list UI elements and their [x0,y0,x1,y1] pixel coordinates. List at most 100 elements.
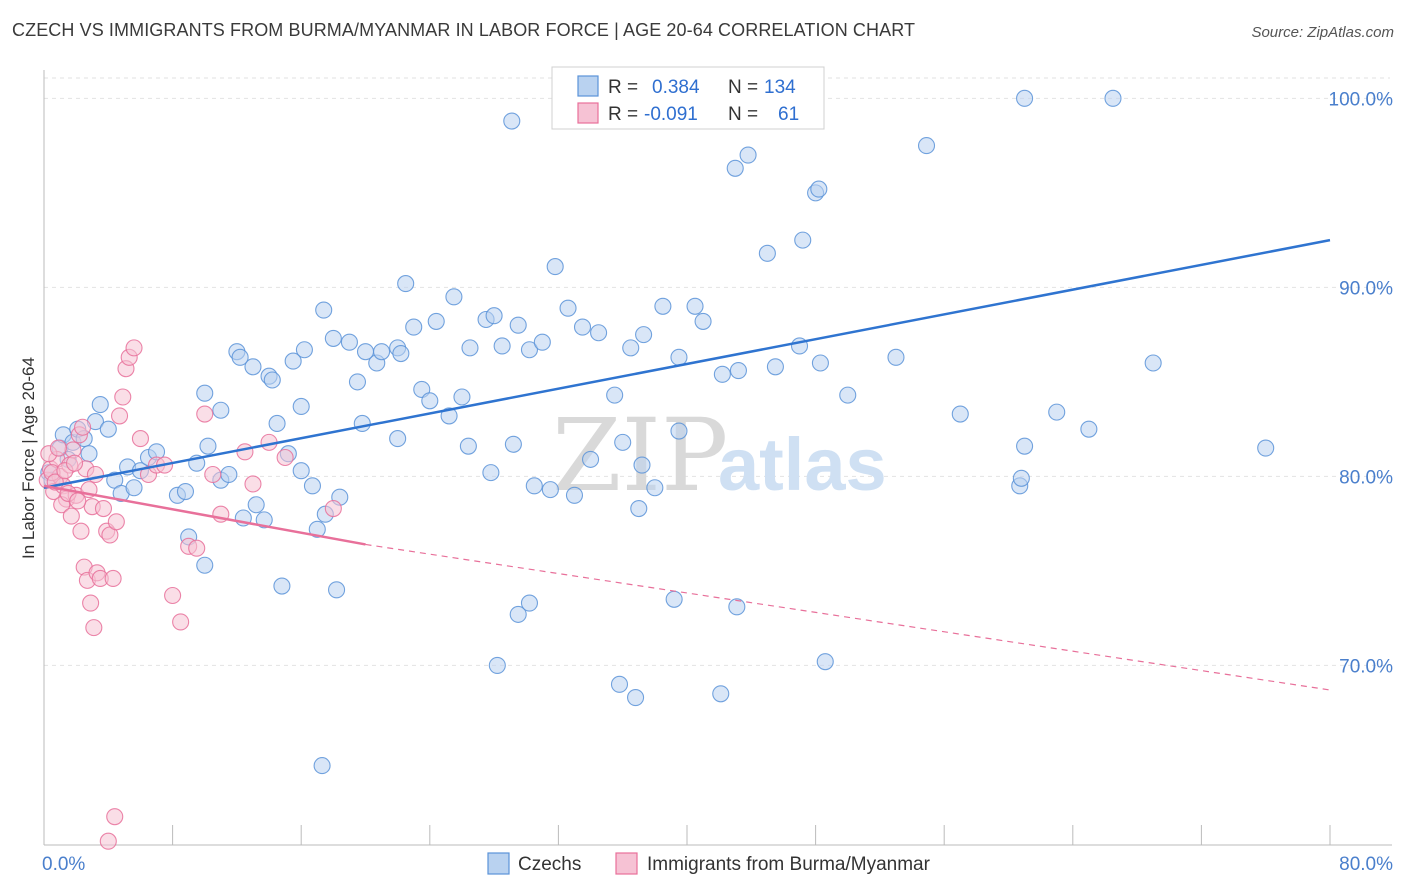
czechs-point-92 [794,231,812,249]
czechs-point-49 [633,456,651,474]
x-tick-label-1: 80.0% [1339,854,1393,875]
czechs-point-107 [488,656,506,674]
czechs-point-119 [273,577,291,595]
czechs-point-66 [461,339,479,357]
czechs-point-110 [627,689,645,707]
burma-point-33 [94,499,113,518]
czechs-point-78 [670,348,688,366]
czechs-point-39 [440,407,458,425]
y-tick-label-2: 90.0% [1339,278,1393,299]
czechs-point-48 [614,433,632,451]
x-tick-labels: 0.0% 80.0% [42,854,1393,875]
czechs-point-81 [231,348,249,366]
czechs-point-75 [622,339,640,357]
czechs-point-55 [284,352,302,370]
czechs-point-96 [951,405,969,423]
czechs-point-100 [1144,354,1162,372]
burma-point-37 [107,513,125,531]
series-legend: Czechs Immigrants from Burma/Myanmar [487,852,931,875]
czechs-point-73 [590,324,608,342]
czechs-point-8 [80,445,98,463]
czechs-point-59 [340,333,358,351]
czechs-point-85 [686,297,704,315]
czechs-point-60 [356,343,375,361]
czechs-point-20 [176,482,195,501]
czechs-point-99 [1080,420,1098,438]
legend-n-label-2: N = [728,104,758,125]
y-tick-labels: 70.0% 80.0% 90.0% 100.0% [1329,89,1394,677]
burma-point-58 [324,499,342,518]
czechs-point-128 [1016,89,1034,107]
czechs-point-120 [503,112,521,130]
czechs-point-10 [91,396,109,414]
czechs-point-94 [839,386,857,404]
czechs-point-67 [485,307,503,325]
czechs-point-43 [504,435,522,453]
czechs-point-56 [295,341,313,359]
czechs-point-65 [445,288,463,306]
czechs-point-123 [726,159,744,177]
czechs-point-131 [353,414,371,433]
burma-trend-extension [365,543,1331,691]
czechs-point-68 [509,316,527,334]
burma-point-55 [244,475,262,493]
czechs-point-69 [520,341,539,359]
czechs-point-31 [303,477,322,495]
czechs-point-57 [315,301,333,319]
y-tick-label-1: 80.0% [1339,467,1393,488]
legend-swatch-burma [577,102,599,124]
czechs-point-26 [247,496,265,514]
burma-point-39 [114,388,132,406]
burma-point-48 [172,613,190,631]
czechs-point-27 [255,511,273,529]
source-label: Source: ZipAtlas.com [1251,24,1394,41]
czechs-point-42 [493,337,511,355]
czechs-point-40 [453,388,471,406]
burma-point-51 [196,405,214,423]
burma-point-54 [236,443,254,461]
burma-point-23 [62,507,80,525]
legend-r-value-2: -0.091 [644,104,698,125]
legend-n-value-1: 134 [764,77,796,98]
czechs-point-15 [125,479,143,497]
y-axis-label: In Labor Force | Age 20-64 [19,357,38,559]
watermark: ZIP atlas [552,397,887,514]
x-tick-label-0: 0.0% [42,854,85,875]
legend-swatch-czechs-bottom [487,852,510,875]
czechs-point-133 [459,437,477,455]
czechs-point-47 [581,450,600,468]
burma-point-57 [276,448,294,467]
czechs-point-114 [520,594,539,612]
czechs-point-83 [397,275,415,293]
burma-point-60 [99,832,117,850]
czechs-point-88 [729,361,747,380]
burma-point-36 [104,569,122,588]
czechs-point-104 [630,499,648,518]
czechs-point-112 [816,653,834,671]
czechs-point-63 [405,318,423,336]
burma-point-50 [188,539,206,557]
czechs-point-77 [654,297,672,315]
czechs-point-61 [373,343,391,361]
y-tick-label-3: 100.0% [1329,89,1394,110]
czechs-point-106 [728,598,746,616]
czechs-point-80 [212,401,230,419]
czechs-point-70 [533,333,551,351]
czechs-point-115 [308,520,326,538]
legend-n-label-1: N = [728,77,758,98]
burma-point-47 [164,586,182,605]
czechs-point-124 [739,146,757,164]
watermark-atlas: atlas [718,423,887,506]
legend-label-czechs: Czechs [518,854,581,875]
czechs-point-127 [917,137,936,155]
burma-point-11 [74,418,92,436]
czechs-point-58 [324,329,342,347]
trend-lines [43,238,1331,691]
burma-point-26 [72,522,90,540]
burma-point-43 [131,430,149,448]
burma-point-24 [65,454,84,472]
czechs-point-53 [244,358,262,376]
czechs-point-24 [220,465,238,484]
czechs-point-87 [713,365,731,383]
legend-r-value-1: 0.384 [652,77,700,98]
